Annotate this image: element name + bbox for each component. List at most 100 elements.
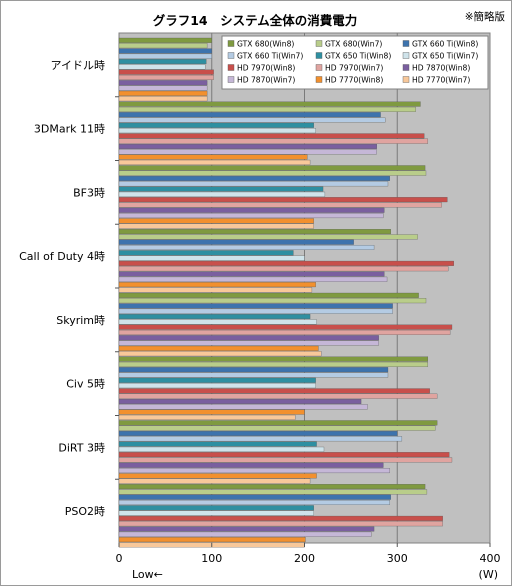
legend-swatch: [315, 52, 323, 59]
legend-entry: GTX 680(Win7): [325, 40, 382, 49]
bar: [118, 197, 448, 203]
bar: [118, 244, 375, 250]
bar: [118, 377, 316, 383]
bar: [118, 229, 391, 235]
x-axis-unit: (W): [479, 568, 498, 581]
bar: [118, 505, 314, 511]
bar: [118, 186, 324, 192]
bar: [118, 414, 296, 420]
bar: [118, 271, 385, 277]
bar: [118, 282, 316, 288]
chart-note: ※簡略版: [465, 10, 506, 23]
bar: [118, 287, 313, 293]
bar: [118, 324, 453, 330]
bar: [118, 393, 438, 399]
legend-swatch: [402, 64, 410, 71]
bar: [118, 473, 317, 479]
bar: [118, 308, 393, 314]
bar: [118, 117, 386, 123]
category-label: 3DMark 11時: [34, 123, 105, 136]
x-axis-ticks: 0 100 200 300 400: [116, 543, 501, 565]
bar: [118, 462, 384, 468]
bar: [118, 90, 208, 96]
bar: [118, 159, 311, 165]
bar: [118, 202, 442, 208]
legend-entry: GTX 660 Ti(Win7): [237, 52, 303, 61]
bars-group: [118, 37, 454, 548]
category-label: Call of Duty 4時: [19, 250, 105, 263]
bar: [118, 425, 436, 431]
bar: [118, 526, 375, 532]
legend-swatch: [315, 64, 323, 71]
legend-entry: HD 7870(Win8): [412, 64, 470, 73]
legend-entry: GTX 680(Win8): [237, 40, 294, 49]
bar: [118, 128, 316, 134]
bar: [118, 165, 426, 171]
category-label: Civ 5時: [66, 378, 105, 391]
legend-entry: HD 7970(Win8): [237, 64, 295, 73]
bar: [118, 266, 449, 272]
bar: [118, 292, 419, 298]
bar: [118, 383, 316, 389]
bar: [118, 191, 326, 197]
category-label: BF3時: [73, 186, 105, 199]
category-labels: アイドル時 3DMark 11時 BF3時 Call of Duty 4時 Skyrim…: [19, 59, 119, 518]
bar: [118, 298, 427, 304]
bar: [118, 340, 379, 346]
bar: [118, 138, 429, 144]
bar: [118, 319, 317, 325]
bar: [118, 207, 385, 213]
bar: [118, 531, 372, 537]
legend-entry: HD 7770(Win8): [325, 76, 383, 85]
bar: [118, 250, 294, 256]
bar: [118, 101, 421, 107]
bar: [118, 239, 354, 245]
bar: [118, 457, 453, 463]
bar: [118, 489, 428, 495]
bar: [118, 276, 388, 282]
bar: [118, 420, 438, 426]
legend-swatch: [315, 40, 323, 47]
bar: [118, 478, 311, 484]
bar: [118, 314, 311, 320]
legend: GTX 680(Win8) GTX 680(Win7) GTX 660 Ti(Win…: [221, 35, 489, 90]
bar: [118, 388, 430, 394]
bar: [118, 69, 214, 75]
bar: [118, 510, 314, 516]
bar: [118, 106, 416, 112]
bar: [118, 122, 314, 128]
bar: [118, 303, 393, 309]
bar: [118, 398, 362, 404]
x-tick-label: 100: [201, 552, 222, 565]
bar: [118, 345, 319, 351]
category-label: Skyrim時: [56, 314, 105, 327]
bar: [118, 521, 443, 527]
bar: [118, 361, 429, 367]
x-tick-label: 400: [480, 552, 501, 565]
legend-swatch: [227, 52, 235, 59]
bar: [118, 59, 207, 65]
bar: [118, 260, 454, 266]
low-label: Low←: [132, 568, 163, 581]
bar: [118, 452, 450, 458]
bar: [118, 218, 314, 224]
bar: [118, 74, 214, 80]
bar: [118, 329, 451, 335]
bar: [118, 175, 390, 181]
legend-swatch: [227, 40, 235, 47]
bar: [118, 255, 305, 261]
bar: [118, 234, 418, 240]
bar: [118, 53, 212, 59]
bar: [118, 64, 206, 70]
bar: [118, 468, 390, 474]
bar: [118, 404, 368, 410]
legend-swatch: [227, 64, 235, 71]
legend-entry: HD 7770(Win7): [412, 76, 470, 85]
bar: [118, 436, 403, 442]
bar: [118, 356, 429, 362]
bar: [118, 409, 305, 415]
bar: [118, 112, 381, 118]
bar: [118, 149, 377, 155]
legend-swatch: [402, 40, 410, 47]
